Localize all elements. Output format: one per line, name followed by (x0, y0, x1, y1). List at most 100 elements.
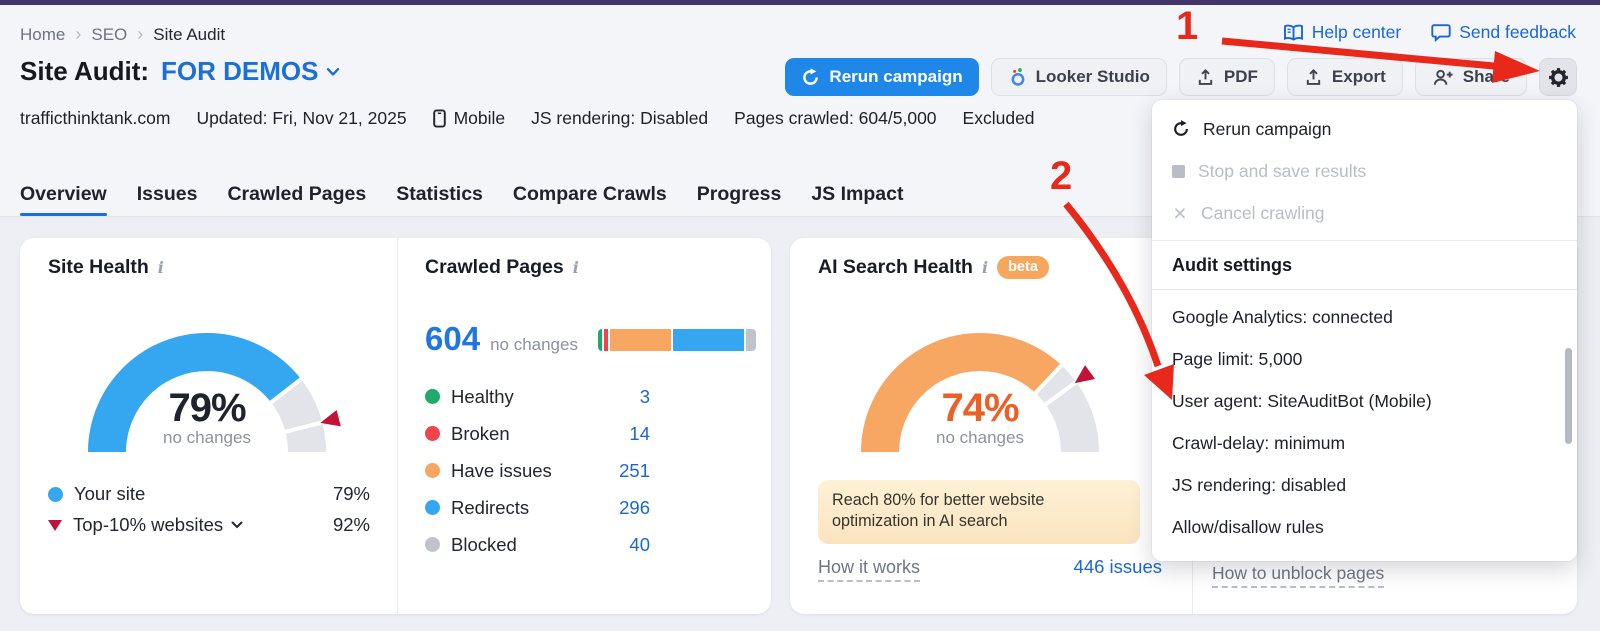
blue-dot-icon (425, 500, 440, 515)
looker-studio-icon (1008, 67, 1027, 87)
upload-icon (1196, 68, 1215, 87)
crawled-pages-stacked-bar (598, 329, 756, 351)
project-selector[interactable]: FOR DEMOS (161, 56, 340, 87)
bar-segment-broken (604, 329, 608, 351)
scrollbar-thumb[interactable] (1565, 348, 1572, 444)
how-it-works-link[interactable]: How it works (818, 557, 921, 582)
menu-item-page-limit[interactable]: Page limit: 5,000 (1172, 348, 1303, 369)
site-health-crawled-pages-card: Site Health i 79% no changes Your site 7… (20, 238, 771, 614)
orange-dot-icon (425, 463, 440, 478)
send-feedback-label: Send feedback (1459, 22, 1576, 42)
healthy-count-link[interactable]: 3 (639, 385, 650, 407)
tab-crawled-pages[interactable]: Crawled Pages (227, 183, 367, 205)
menu-item-rerun-campaign[interactable]: Rerun campaign (1152, 108, 1577, 150)
tab-progress[interactable]: Progress (696, 183, 782, 205)
menu-item-google-analytics[interactable]: Google Analytics: connected (1172, 306, 1393, 327)
action-toolbar: Rerun campaign Looker Studio PDF Export … (785, 58, 1577, 96)
pdf-button[interactable]: PDF (1178, 58, 1275, 96)
mobile-phone-icon (432, 109, 446, 128)
share-label: Share (1462, 67, 1510, 86)
chevron-right-icon: › (75, 24, 82, 44)
campaign-updated: Updated: Fri, Nov 21, 2025 (196, 108, 407, 128)
upload-icon (1304, 68, 1323, 87)
info-icon[interactable]: i (572, 258, 579, 277)
breadcrumb-seo[interactable]: SEO (91, 24, 128, 44)
menu-item-stop-and-save[interactable]: Stop and save results (1152, 150, 1577, 192)
how-to-unblock-pages-link[interactable]: How to unblock pages (1212, 563, 1385, 588)
breadcrumb-home[interactable]: Home (20, 24, 66, 44)
report-tabs: Overview Issues Crawled Pages Statistics… (20, 174, 903, 216)
person-plus-icon (1432, 68, 1454, 87)
menu-item-crawl-delay[interactable]: Crawl-delay: minimum (1172, 432, 1346, 453)
close-icon: × (1173, 199, 1187, 226)
card-divider (397, 238, 398, 614)
crawled-pages-change: no changes (490, 335, 578, 354)
campaign-excluded: Excluded (962, 108, 1035, 128)
chevron-down-icon (231, 521, 243, 529)
gear-icon (1547, 66, 1570, 89)
settings-dropdown-menu: Rerun campaign Stop and save results × C… (1152, 100, 1577, 561)
site-health-legend: Your site 79% Top-10% websites 92% (48, 483, 370, 536)
legend-row-your-site: Your site 79% (48, 483, 370, 505)
refresh-icon (801, 67, 820, 87)
pdf-label: PDF (1223, 67, 1258, 86)
audit-settings-header: Audit settings (1172, 254, 1292, 275)
looker-studio-button[interactable]: Looker Studio (990, 58, 1167, 96)
breadcrumb: Home › SEO › Site Audit (20, 24, 225, 45)
menu-item-user-agent[interactable]: User agent: SiteAuditBot (Mobile) (1172, 390, 1432, 411)
campaign-device: Mobile (432, 108, 505, 129)
menu-divider (1152, 240, 1577, 241)
your-site-label: Your site (74, 483, 146, 504)
have-issues-count-link[interactable]: 251 (619, 459, 650, 481)
campaign-js-rendering: JS rendering: Disabled (531, 108, 709, 128)
ai-search-health-score: 74% (941, 386, 1019, 430)
site-health-score: 79% (168, 386, 246, 430)
ai-search-banner: Reach 80% for better website optimizatio… (818, 480, 1140, 544)
info-icon[interactable]: i (981, 258, 989, 278)
bar-segment-redirects (672, 329, 745, 351)
top10-websites-value: 92% (332, 514, 370, 535)
menu-item-allow-disallow[interactable]: Allow/disallow rules (1172, 516, 1324, 537)
tab-js-impact[interactable]: JS Impact (811, 183, 904, 205)
breadcrumb-site-audit: Site Audit (153, 24, 226, 44)
bar-segment-healthy (598, 329, 602, 351)
looker-studio-label: Looker Studio (1035, 67, 1150, 86)
redirects-count-link[interactable]: 296 (619, 496, 650, 518)
chevron-down-icon (326, 67, 340, 77)
broken-count-link[interactable]: 14 (629, 422, 650, 444)
rerun-campaign-button[interactable]: Rerun campaign (785, 58, 979, 96)
gray-dot-icon (425, 537, 440, 552)
crawled-pages-legend: Healthy 3 Broken 14 Have issues 251 Redi… (425, 378, 650, 563)
issues-count-link[interactable]: 446 issues (1073, 556, 1162, 577)
legend-row-blocked: Blocked 40 (425, 526, 650, 563)
crawled-pages-total-row: 604 no changes (425, 320, 578, 358)
legend-row-redirects: Redirects 296 (425, 489, 650, 526)
tab-issues[interactable]: Issues (136, 183, 198, 205)
refresh-icon (1172, 120, 1190, 138)
ai-search-health-change: no changes (936, 428, 1024, 447)
rerun-campaign-label: Rerun campaign (829, 67, 963, 86)
page-title-prefix: Site Audit: (20, 56, 150, 86)
send-feedback-link[interactable]: Send feedback (1431, 22, 1576, 43)
tab-compare-crawls[interactable]: Compare Crawls (512, 183, 667, 205)
header-links: Help center Send feedback (1283, 22, 1576, 43)
campaign-domain: trafficthinktank.com (20, 108, 171, 128)
project-name: FOR DEMOS (161, 56, 319, 86)
tab-statistics[interactable]: Statistics (396, 183, 483, 205)
blocked-count-link[interactable]: 40 (629, 533, 650, 555)
site-health-title: Site Health i (48, 256, 164, 278)
settings-gear-button[interactable] (1539, 58, 1577, 96)
book-icon (1283, 23, 1304, 42)
menu-item-js-rendering[interactable]: JS rendering: disabled (1172, 474, 1347, 495)
help-center-link[interactable]: Help center (1283, 22, 1401, 43)
export-button[interactable]: Export (1286, 58, 1403, 96)
ai-search-health-title: AI Search Health i beta (818, 256, 1049, 280)
share-button[interactable]: Share (1414, 58, 1527, 96)
tab-overview[interactable]: Overview (20, 174, 107, 216)
info-icon[interactable]: i (157, 258, 164, 277)
menu-item-cancel-crawling[interactable]: × Cancel crawling (1173, 199, 1325, 226)
triangle-down-icon (48, 519, 62, 531)
legend-row-broken: Broken 14 (425, 415, 650, 452)
legend-row-top10-websites[interactable]: Top-10% websites 92% (48, 514, 370, 536)
speech-bubble-icon (1431, 23, 1451, 42)
